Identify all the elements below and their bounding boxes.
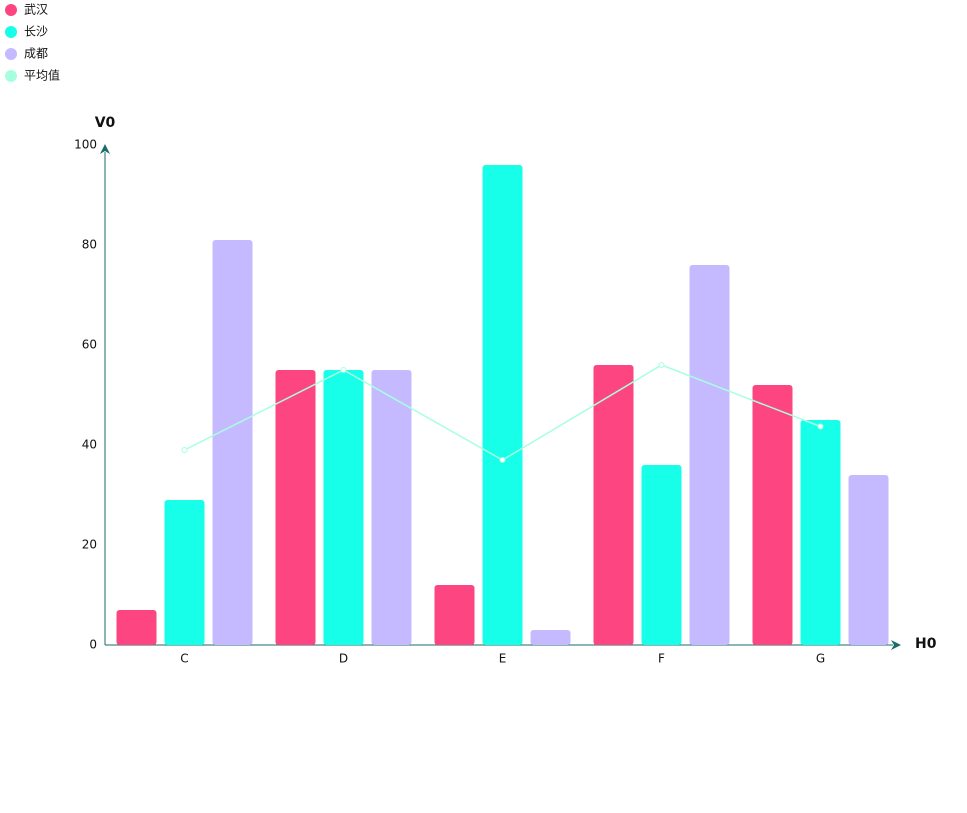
bar [323, 370, 364, 645]
x-tick-label: G [816, 652, 825, 666]
bar [371, 370, 412, 645]
average-point [181, 447, 188, 453]
legend-label: 武汉 [24, 3, 48, 17]
y-tick-label: 40 [82, 438, 97, 452]
bar [752, 385, 793, 645]
legend-label: 平均值 [24, 68, 60, 83]
legend-marker [5, 48, 17, 60]
x-tick-label: D [339, 652, 348, 666]
legend-marker [5, 26, 17, 38]
legend-label: 成都 [24, 47, 48, 61]
bar [482, 165, 523, 645]
legend-marker [5, 4, 17, 16]
x-axis-title: H0 [915, 636, 937, 652]
bar [689, 265, 730, 645]
x-tick-label: F [658, 652, 665, 666]
y-tick-label: 60 [82, 338, 97, 352]
bar [116, 610, 157, 645]
legend-marker [5, 70, 17, 82]
x-tick-label: C [180, 652, 188, 666]
bar [434, 585, 475, 645]
bar [848, 475, 889, 645]
y-tick-label: 0 [89, 638, 97, 652]
average-point [658, 362, 665, 368]
average-point [499, 457, 506, 463]
y-tick-label: 100 [74, 138, 97, 152]
y-tick-label: 80 [82, 238, 97, 252]
x-tick-label: E [499, 652, 507, 666]
bar [275, 370, 316, 645]
bar [593, 365, 634, 645]
average-point [340, 367, 347, 373]
y-tick-label: 20 [82, 538, 97, 552]
bar [212, 240, 253, 645]
average-point [817, 423, 824, 430]
bar [530, 630, 571, 645]
legend-label: 长沙 [24, 25, 48, 39]
bar [641, 465, 682, 645]
bar [164, 500, 205, 645]
bar [800, 420, 841, 645]
y-axis-title: V0 [95, 115, 116, 131]
